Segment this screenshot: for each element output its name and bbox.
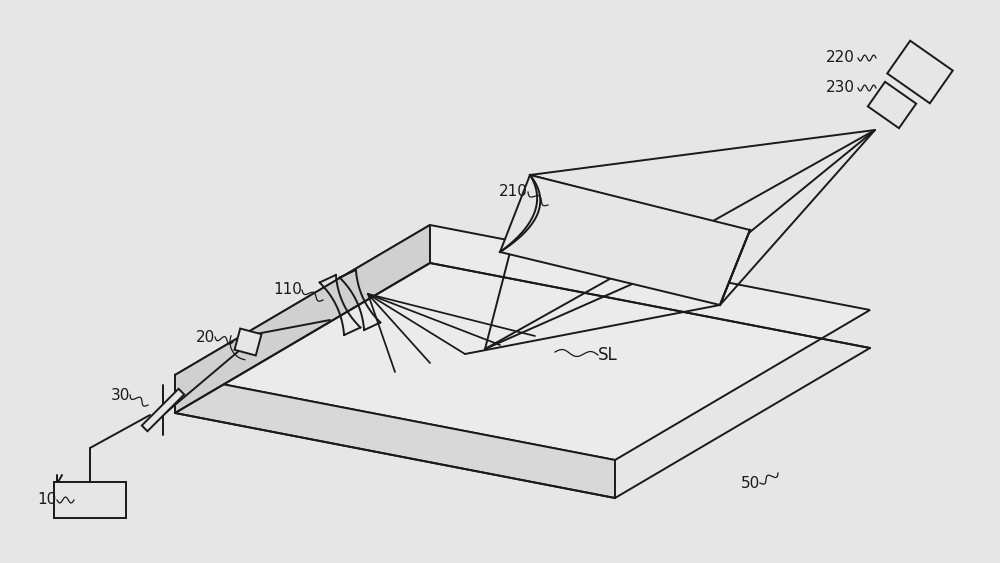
Text: 50: 50 [741, 476, 760, 490]
Polygon shape [500, 175, 750, 305]
Text: 20: 20 [196, 329, 215, 345]
Text: 10: 10 [38, 493, 57, 507]
Polygon shape [868, 82, 916, 128]
Text: 110: 110 [273, 283, 302, 297]
Polygon shape [887, 41, 953, 103]
Text: SL: SL [598, 346, 618, 364]
Text: 210: 210 [499, 185, 528, 199]
Text: 230: 230 [826, 81, 855, 96]
Polygon shape [175, 225, 430, 413]
Polygon shape [175, 375, 615, 498]
Polygon shape [142, 389, 184, 431]
Polygon shape [54, 482, 126, 518]
Text: 30: 30 [111, 387, 130, 403]
Polygon shape [235, 329, 261, 355]
Polygon shape [175, 225, 870, 460]
Text: 220: 220 [826, 51, 855, 65]
